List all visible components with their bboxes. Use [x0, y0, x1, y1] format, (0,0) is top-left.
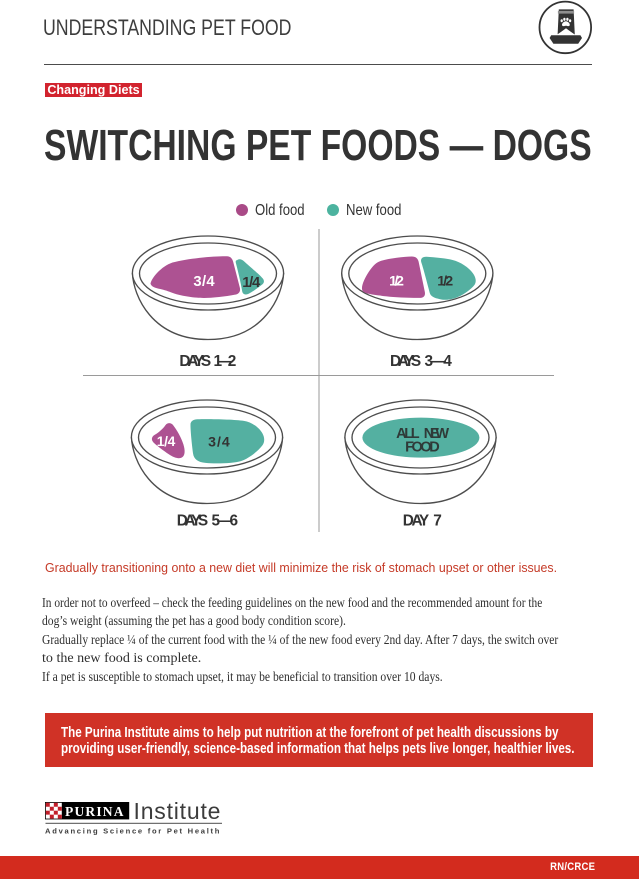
svg-text:DAYS: DAYS — [177, 512, 209, 529]
svg-text:1/2: 1/2 — [437, 273, 453, 289]
svg-text:FOOD: FOOD — [405, 440, 440, 456]
svg-text:ALL: ALL — [396, 426, 420, 442]
svg-text:DAYS: DAYS — [179, 353, 211, 370]
svg-text:Institute: Institute — [134, 802, 222, 824]
svg-text:3/4: 3/4 — [193, 274, 215, 290]
svg-text:NEW: NEW — [424, 426, 450, 442]
svg-text:1—2: 1—2 — [214, 353, 237, 370]
svg-text:DAYS: DAYS — [390, 353, 421, 370]
svg-text:5—6: 5—6 — [212, 512, 239, 529]
svg-text:1/4: 1/4 — [242, 275, 261, 291]
svg-text:3/4: 3/4 — [208, 434, 230, 450]
svg-text:DAY: DAY — [403, 512, 430, 529]
svg-text:1/4: 1/4 — [157, 434, 176, 449]
svg-text:7: 7 — [433, 512, 442, 529]
svg-text:3—4: 3—4 — [425, 353, 453, 370]
svg-text:Advancing Science for Pet Heal: Advancing Science for Pet Health — [45, 826, 221, 835]
svg-text:1/2: 1/2 — [389, 273, 404, 289]
svg-text:PURINA: PURINA — [65, 803, 125, 818]
